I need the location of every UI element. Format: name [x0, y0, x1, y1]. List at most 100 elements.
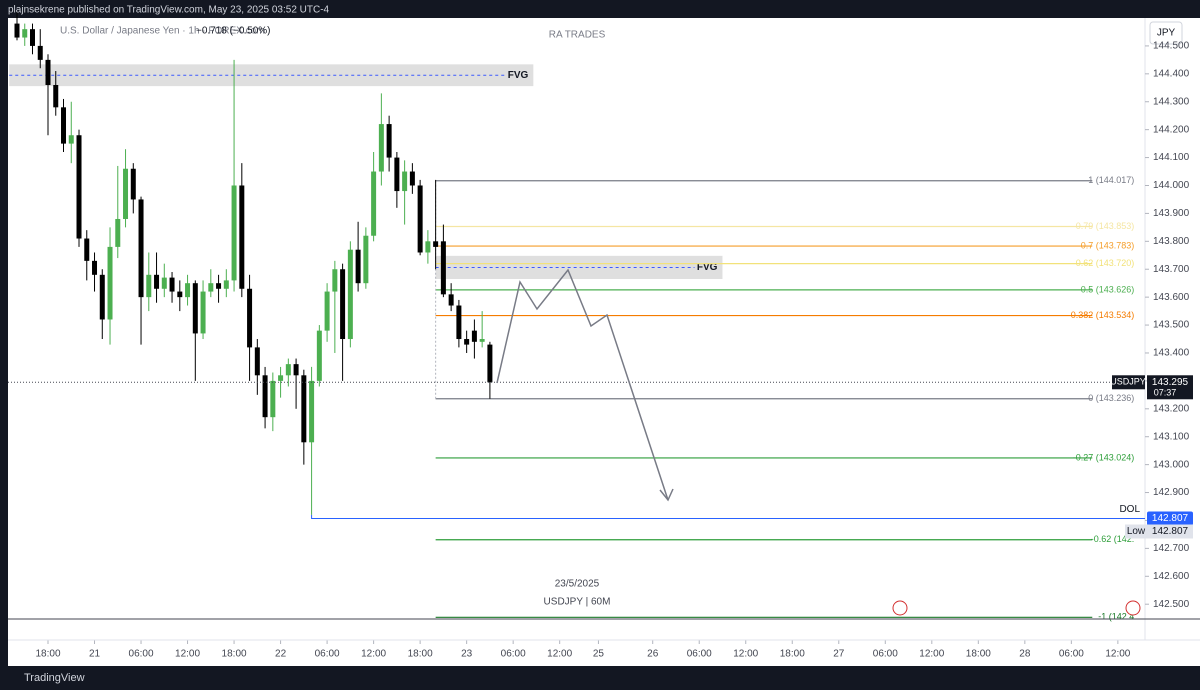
- caption-text: USDJPY | 60M: [544, 597, 611, 608]
- candle-body: [479, 339, 485, 342]
- candle-body: [138, 199, 144, 298]
- candle-body: [417, 185, 423, 253]
- candle-body: [14, 23, 20, 38]
- y-tick-label: 142.500: [1153, 599, 1190, 610]
- candle-body: [309, 380, 315, 443]
- dol-tag-label: 142.807: [1152, 513, 1189, 524]
- y-tick-label: 144.300: [1153, 96, 1190, 107]
- candle-body: [231, 185, 237, 281]
- candle-body: [92, 260, 98, 275]
- y-tick-label: 143.500: [1153, 320, 1190, 331]
- fvg-zone: [435, 255, 723, 280]
- fib-label: 1 (144.017): [1088, 175, 1134, 185]
- candle-body: [371, 171, 377, 236]
- symbol-tag: [1112, 375, 1145, 390]
- fvg-zone: [9, 64, 534, 87]
- change: −0.718 (−0.50%): [196, 26, 271, 37]
- candle-body: [347, 249, 353, 340]
- y-tick-label: 143.000: [1153, 459, 1190, 470]
- candle-body: [130, 168, 136, 200]
- candle-body: [76, 135, 82, 239]
- countdown: 07:37: [1154, 388, 1177, 398]
- x-tick-label: 06:00: [501, 649, 526, 660]
- price-tag: [1147, 375, 1193, 400]
- x-tick-label: 21: [89, 649, 101, 660]
- x-tick-label: 18:00: [966, 649, 991, 660]
- dol-label: DOL: [1119, 504, 1140, 515]
- projection-arrow: [659, 488, 674, 502]
- candle-body: [363, 235, 369, 284]
- candle-body: [332, 269, 338, 292]
- projection-path: [496, 268, 669, 501]
- candle-body: [169, 277, 175, 292]
- candle-body: [84, 238, 90, 261]
- x-tick-label: 23: [461, 649, 473, 660]
- candle-body: [293, 364, 299, 376]
- x-tick-label: 28: [1019, 649, 1031, 660]
- candle-body: [301, 375, 307, 443]
- y-tick-label: 142.700: [1153, 543, 1190, 554]
- x-tick-label: 18:00: [780, 649, 805, 660]
- currency: JPY: [1157, 28, 1176, 39]
- candle-body: [394, 157, 400, 192]
- candle-body: [200, 291, 206, 334]
- x-tick-label: 06:00: [687, 649, 712, 660]
- dol-tag: [1147, 511, 1193, 526]
- left-edge: [0, 18, 8, 668]
- candle-body: [247, 288, 253, 348]
- low-tag-name: [1125, 524, 1147, 539]
- x-tick-label: 18:00: [35, 649, 60, 660]
- candle-body: [409, 171, 415, 186]
- x-tick-label: 06:00: [129, 649, 154, 660]
- candle-body: [53, 84, 59, 108]
- x-tick-label: 22: [275, 649, 287, 660]
- publisher: plajnsekrene published on TradingView.co…: [8, 5, 330, 16]
- candle-body: [386, 124, 392, 158]
- candle-body: [22, 29, 28, 38]
- low-tag-label: Low: [1127, 526, 1146, 537]
- bottom-bar: [0, 666, 1200, 690]
- low-tag: [1147, 524, 1193, 539]
- y-tick-label: 142.600: [1153, 571, 1190, 582]
- x-tick-label: 12:00: [1105, 649, 1130, 660]
- price-tag-value: 143.295: [1152, 377, 1189, 388]
- candle-body: [223, 280, 229, 289]
- brand[interactable]: TradingView: [24, 672, 85, 684]
- candle-body: [99, 274, 105, 320]
- y-tick-label: 143.400: [1153, 348, 1190, 359]
- event-flag[interactable]: [1125, 600, 1141, 616]
- candle-body: [37, 45, 43, 60]
- candle-body: [402, 171, 408, 192]
- candle-body: [254, 347, 260, 376]
- candle-body: [262, 375, 268, 418]
- y-tick-label: 144.400: [1153, 68, 1190, 79]
- candle-body: [355, 249, 361, 284]
- candle-body: [378, 124, 384, 172]
- candle-body: [177, 291, 183, 298]
- candle-body: [185, 283, 191, 298]
- price-axis: [1145, 18, 1200, 668]
- y-tick-label: 143.900: [1153, 208, 1190, 219]
- fib-label: 0 (143.236): [1088, 393, 1134, 403]
- candle-body: [456, 305, 462, 340]
- x-tick-label: 12:00: [733, 649, 758, 660]
- y-tick-label: 143.200: [1153, 403, 1190, 414]
- candle-body: [68, 135, 74, 144]
- candle-body: [239, 185, 245, 289]
- y-tick-label: 143.600: [1153, 292, 1190, 303]
- x-tick-label: 12:00: [175, 649, 200, 660]
- watermark: RA TRADES: [549, 30, 606, 41]
- caption-date: 23/5/2025: [555, 579, 600, 590]
- x-tick-label: 25: [593, 649, 605, 660]
- candle-body: [433, 241, 439, 247]
- candle-body: [340, 269, 346, 340]
- candle-body: [285, 364, 291, 376]
- candle-body: [425, 241, 431, 253]
- event-flag[interactable]: [892, 600, 908, 616]
- fib-label: 0.382 (143.534): [1071, 310, 1135, 320]
- candle-body: [123, 168, 129, 219]
- candle-body: [316, 330, 322, 381]
- candle-body: [471, 330, 477, 342]
- candle-body: [487, 344, 493, 383]
- fib-label: -0.27 (143.024): [1073, 452, 1135, 462]
